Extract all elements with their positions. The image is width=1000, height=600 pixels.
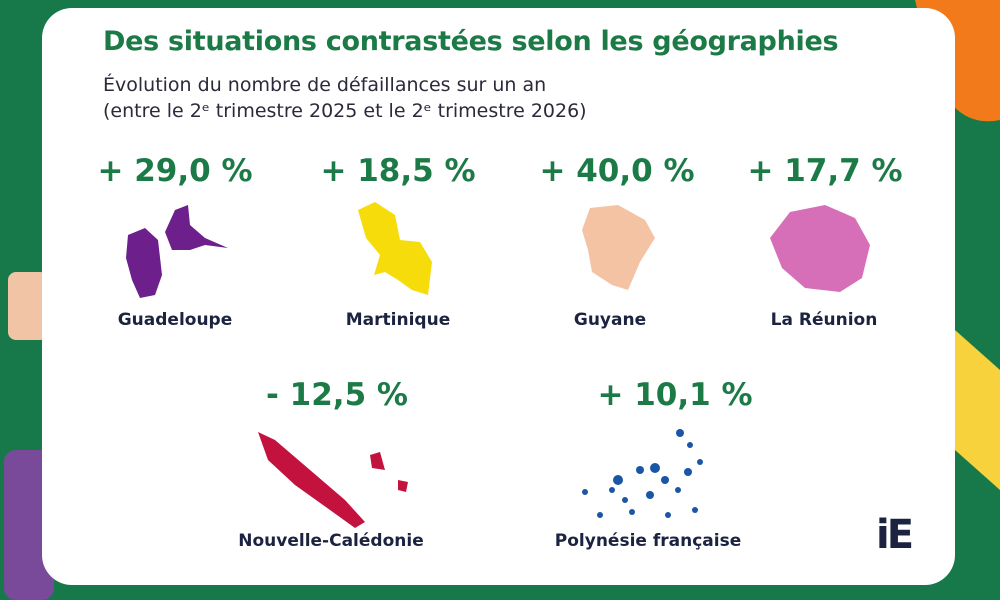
subtitle: Évolution du nombre de défaillances sur … [103,74,547,96]
region-name: Polynésie française [554,531,742,551]
card [42,8,955,585]
yellow-shape [955,330,1000,490]
martinique-map [358,202,432,295]
peach-shape [8,272,48,340]
change-value: + 40,0 % [539,153,695,189]
region-name: Martinique [345,310,451,330]
polynesie-map [582,429,703,518]
region-name: Nouvelle-Calédonie [238,531,424,551]
purple-shape [4,450,54,600]
caledonie-map [258,432,408,528]
change-value: - 12,5 % [266,377,408,413]
region-name: La Réunion [770,310,878,330]
guyane-map [582,205,655,290]
change-value: + 10,1 % [597,377,753,413]
region-name: Guadeloupe [117,310,233,330]
logo: iE [876,512,914,558]
reunion-map [770,205,870,292]
subtitle: (entre le 2ᵉ trimestre 2025 et le 2ᵉ tri… [103,100,587,122]
change-value: + 17,7 % [747,153,903,189]
change-value: + 29,0 % [97,153,253,189]
change-value: + 18,5 % [320,153,476,189]
region-name: Guyane [573,310,647,330]
title: Des situations contrastées selon les géo… [103,26,839,57]
guadeloupe-map [126,205,228,298]
